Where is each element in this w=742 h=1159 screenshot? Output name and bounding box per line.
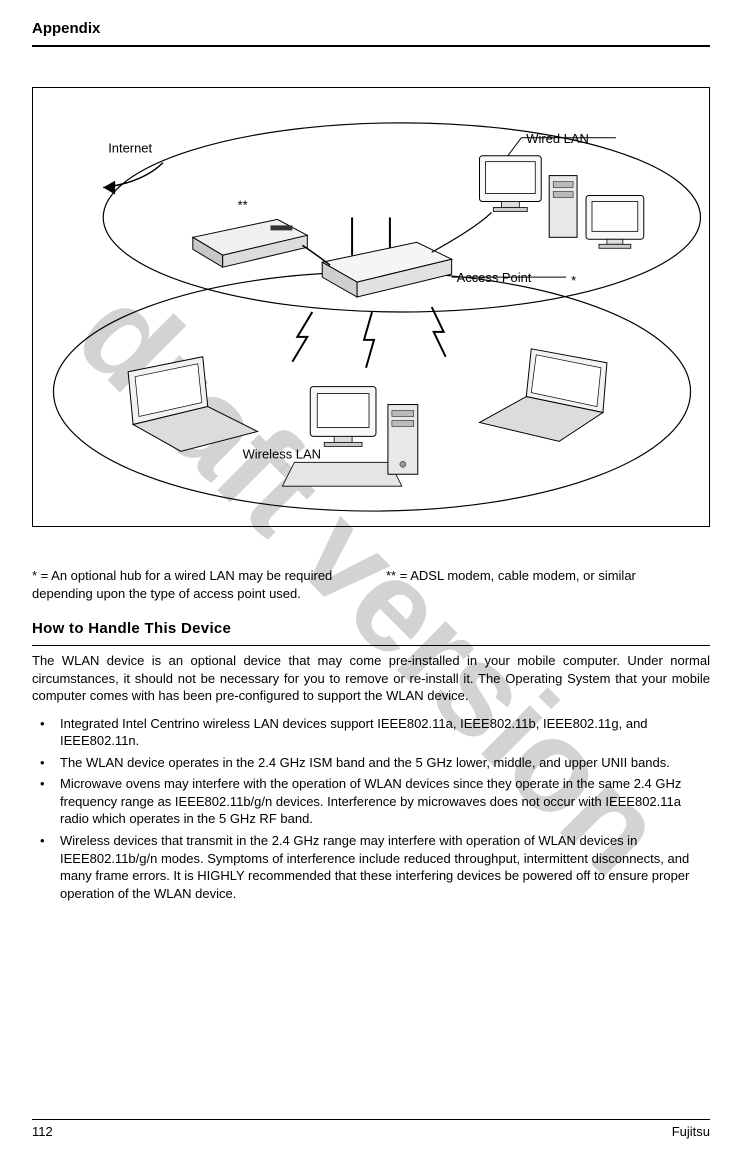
section-heading: How to Handle This Device	[32, 620, 710, 637]
section-paragraph: The WLAN device is an optional device th…	[32, 652, 710, 705]
footer-brand: Fujitsu	[672, 1124, 710, 1139]
page-footer: 112 Fujitsu	[32, 1119, 710, 1139]
network-diagram: Internet Wired LAN Access Point * Wirele…	[32, 87, 710, 527]
footnote-left-text: An optional hub for a wired LAN may be r…	[32, 568, 332, 601]
list-item: Integrated Intel Centrino wireless LAN d…	[32, 715, 710, 750]
internet-label: Internet	[108, 141, 152, 156]
desktop-right-icon	[586, 196, 644, 249]
wired-lan-pointer	[506, 138, 521, 158]
cable-modem-router	[302, 245, 330, 265]
desktop-bottom-icon	[282, 387, 401, 487]
list-item: Microwave ovens may interfere with the o…	[32, 775, 710, 828]
footer-page-number: 112	[32, 1124, 53, 1139]
header-rule	[32, 45, 710, 47]
bullet-list: Integrated Intel Centrino wireless LAN d…	[32, 715, 710, 902]
section-rule	[32, 645, 710, 646]
tower-bottom-icon	[388, 405, 418, 475]
wireless-lan-label: Wireless LAN	[243, 446, 321, 461]
network-diagram-svg: Internet Wired LAN Access Point * Wirele…	[33, 88, 709, 526]
footnotes-row: * = An optional hub for a wired LAN may …	[32, 567, 710, 602]
laptop-left-icon	[128, 357, 257, 452]
footer-rule	[32, 1119, 710, 1120]
footnote-right: ** = ADSL modem, cable modem, or similar	[386, 567, 710, 602]
footnote-right-text: ADSL modem, cable modem, or similar	[410, 568, 636, 583]
access-point-star: *	[571, 273, 576, 288]
list-item: Wireless devices that transmit in the 2.…	[32, 832, 710, 902]
footnote-left: * = An optional hub for a wired LAN may …	[32, 567, 356, 602]
internet-arrow-head	[103, 181, 115, 195]
list-item: The WLAN device operates in the 2.4 GHz …	[32, 754, 710, 772]
footnote-right-star: ** =	[386, 568, 407, 583]
modem-double-star: **	[238, 197, 248, 212]
wireless-signals	[292, 307, 445, 368]
modem-icon	[193, 219, 307, 267]
desktop-top-icon	[480, 156, 542, 212]
laptop-right-icon	[480, 349, 607, 442]
page-header-title: Appendix	[32, 20, 710, 37]
cable-router-lan	[432, 212, 492, 252]
footnote-left-star: * =	[32, 568, 48, 583]
router-icon	[322, 217, 451, 297]
tower-top-icon	[549, 176, 577, 238]
